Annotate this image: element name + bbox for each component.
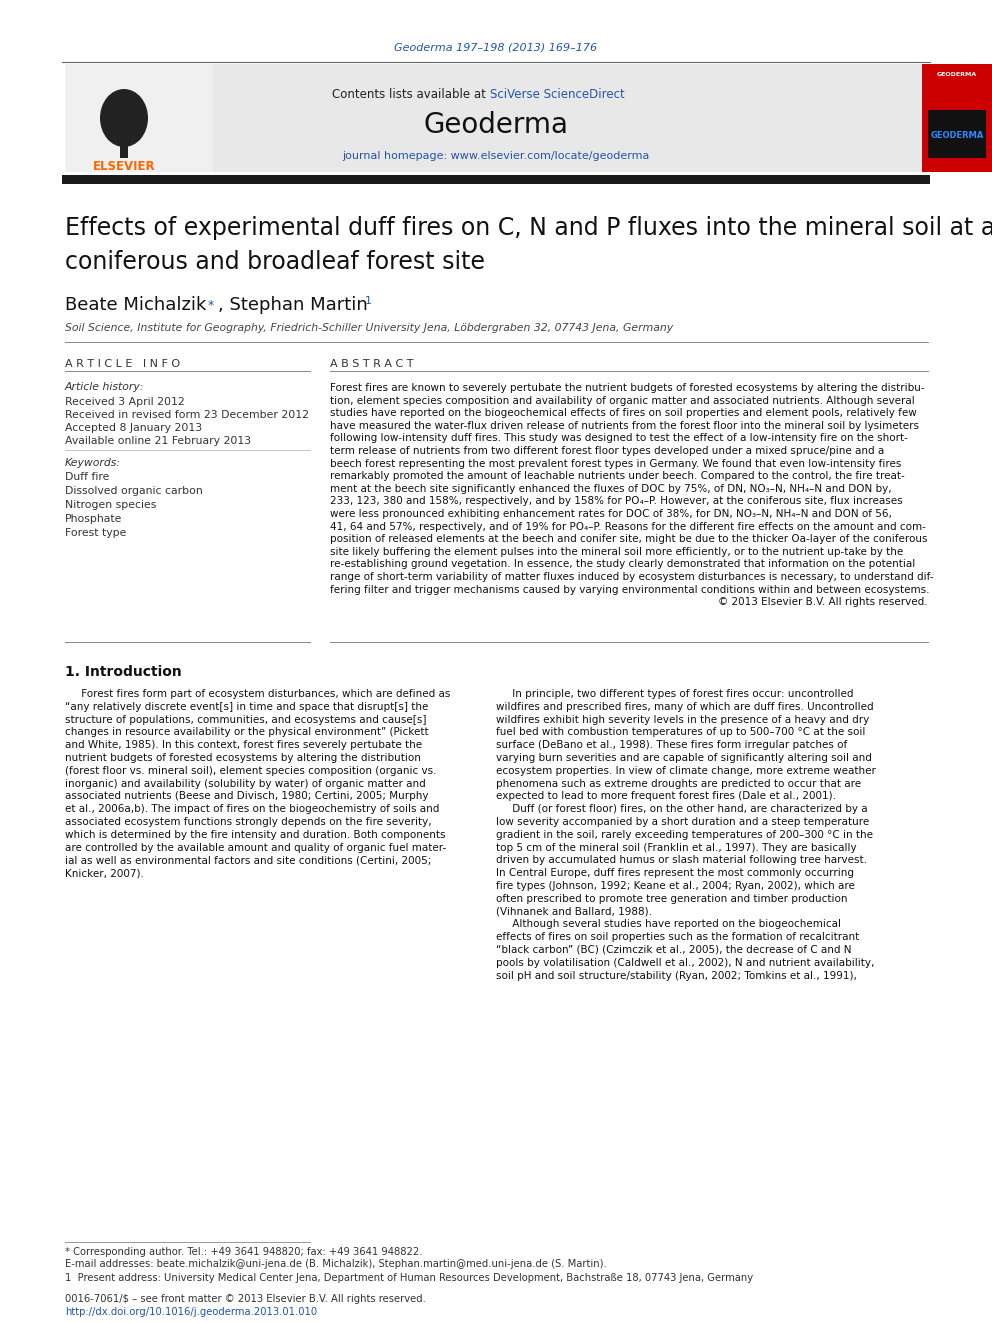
Text: 1. Introduction: 1. Introduction bbox=[65, 665, 182, 679]
Bar bbox=[922, 64, 992, 172]
Text: Soil Science, Institute for Geography, Friedrich-Schiller University Jena, Löbde: Soil Science, Institute for Geography, F… bbox=[65, 323, 674, 333]
Text: Nitrogen species: Nitrogen species bbox=[65, 500, 157, 509]
Text: were less pronounced exhibiting enhancement rates for DOC of 38%, for DN, NO₃–N,: were less pronounced exhibiting enhancem… bbox=[330, 509, 892, 519]
Text: Duff fire: Duff fire bbox=[65, 472, 109, 482]
Text: Article history:: Article history: bbox=[65, 382, 145, 392]
Text: Keywords:: Keywords: bbox=[65, 458, 121, 468]
Text: and White, 1985). In this context, forest fires severely pertubate the: and White, 1985). In this context, fores… bbox=[65, 740, 423, 750]
Text: have measured the water-flux driven release of nutrients from the forest floor i: have measured the water-flux driven rele… bbox=[330, 421, 919, 431]
Text: Forest fires form part of ecosystem disturbances, which are defined as: Forest fires form part of ecosystem dist… bbox=[65, 689, 450, 699]
Text: GEODERMA: GEODERMA bbox=[930, 131, 984, 139]
Text: fering filter and trigger mechanisms caused by varying environmental conditions : fering filter and trigger mechanisms cau… bbox=[330, 585, 930, 594]
Text: (forest floor vs. mineral soil), element species composition (organic vs.: (forest floor vs. mineral soil), element… bbox=[65, 766, 436, 775]
Text: Received 3 April 2012: Received 3 April 2012 bbox=[65, 397, 185, 407]
Text: Phosphate: Phosphate bbox=[65, 515, 122, 524]
Text: journal homepage: www.elsevier.com/locate/geoderma: journal homepage: www.elsevier.com/locat… bbox=[342, 151, 650, 161]
Text: Received in revised form 23 December 2012: Received in revised form 23 December 201… bbox=[65, 410, 309, 419]
Text: * Corresponding author. Tel.: +49 3641 948820; fax: +49 3641 948822.: * Corresponding author. Tel.: +49 3641 9… bbox=[65, 1248, 423, 1257]
Text: ecosystem properties. In view of climate change, more extreme weather: ecosystem properties. In view of climate… bbox=[496, 766, 876, 775]
Text: remarkably promoted the amount of leachable nutrients under beech. Compared to t: remarkably promoted the amount of leacha… bbox=[330, 471, 905, 482]
Text: varying burn severities and are capable of significantly altering soil and: varying burn severities and are capable … bbox=[496, 753, 872, 763]
Text: © 2013 Elsevier B.V. All rights reserved.: © 2013 Elsevier B.V. All rights reserved… bbox=[718, 597, 928, 607]
Text: Dissolved organic carbon: Dissolved organic carbon bbox=[65, 486, 202, 496]
Text: changes in resource availability or the physical environment” (Pickett: changes in resource availability or the … bbox=[65, 728, 429, 737]
Text: position of released elements at the beech and conifer site, might be due to the: position of released elements at the bee… bbox=[330, 534, 928, 544]
Text: Forest type: Forest type bbox=[65, 528, 126, 538]
Text: 1  Present address: University Medical Center Jena, Department of Human Resource: 1 Present address: University Medical Ce… bbox=[65, 1273, 753, 1283]
Text: A R T I C L E   I N F O: A R T I C L E I N F O bbox=[65, 359, 181, 369]
Text: inorganic) and availability (solubility by water) of organic matter and: inorganic) and availability (solubility … bbox=[65, 779, 426, 789]
Text: associated nutrients (Beese and Divisch, 1980; Certini, 2005; Murphy: associated nutrients (Beese and Divisch,… bbox=[65, 791, 429, 802]
Text: which is determined by the fire intensity and duration. Both components: which is determined by the fire intensit… bbox=[65, 830, 445, 840]
Text: In principle, two different types of forest fires occur: uncontrolled: In principle, two different types of for… bbox=[496, 689, 853, 699]
Text: *: * bbox=[208, 299, 214, 311]
Bar bbox=[62, 175, 930, 184]
Text: are controlled by the available amount and quality of organic fuel mater-: are controlled by the available amount a… bbox=[65, 843, 446, 852]
Text: Beate Michalzik: Beate Michalzik bbox=[65, 296, 212, 314]
Text: A B S T R A C T: A B S T R A C T bbox=[330, 359, 414, 369]
Text: driven by accumulated humus or slash material following tree harvest.: driven by accumulated humus or slash mat… bbox=[496, 856, 867, 865]
Bar bbox=[65, 64, 213, 172]
Text: surface (DeBano et al., 1998). These fires form irregular patches of: surface (DeBano et al., 1998). These fir… bbox=[496, 740, 847, 750]
Text: nutrient budgets of forested ecosystems by altering the distribution: nutrient budgets of forested ecosystems … bbox=[65, 753, 421, 763]
Text: wildfires and prescribed fires, many of which are duff fires. Uncontrolled: wildfires and prescribed fires, many of … bbox=[496, 701, 874, 712]
Text: Geoderma: Geoderma bbox=[424, 111, 568, 139]
Text: 0016-7061/$ – see front matter © 2013 Elsevier B.V. All rights reserved.: 0016-7061/$ – see front matter © 2013 El… bbox=[65, 1294, 426, 1304]
Text: 233, 123, 380 and 158%, respectively, and by 158% for PO₄–P. However, at the con: 233, 123, 380 and 158%, respectively, an… bbox=[330, 496, 903, 507]
Text: phenomena such as extreme droughts are predicted to occur that are: phenomena such as extreme droughts are p… bbox=[496, 779, 861, 789]
Text: tion, element species composition and availability of organic matter and associa: tion, element species composition and av… bbox=[330, 396, 915, 406]
Text: SciVerse ScienceDirect: SciVerse ScienceDirect bbox=[490, 89, 625, 102]
Text: soil pH and soil structure/stability (Ryan, 2002; Tomkins et al., 1991),: soil pH and soil structure/stability (Ry… bbox=[496, 971, 857, 980]
Text: Although several studies have reported on the biogeochemical: Although several studies have reported o… bbox=[496, 919, 841, 929]
Bar bbox=[120, 140, 128, 157]
Text: 1: 1 bbox=[365, 296, 372, 306]
Text: In Central Europe, duff fires represent the most commonly occurring: In Central Europe, duff fires represent … bbox=[496, 868, 854, 878]
Text: top 5 cm of the mineral soil (Franklin et al., 1997). They are basically: top 5 cm of the mineral soil (Franklin e… bbox=[496, 843, 857, 852]
Text: pools by volatilisation (Caldwell et al., 2002), N and nutrient availability,: pools by volatilisation (Caldwell et al.… bbox=[496, 958, 874, 968]
Text: low severity accompanied by a short duration and a steep temperature: low severity accompanied by a short dura… bbox=[496, 818, 869, 827]
Text: Effects of experimental duff fires on C, N and P fluxes into the mineral soil at: Effects of experimental duff fires on C,… bbox=[65, 216, 992, 239]
Text: following low-intensity duff fires. This study was designed to test the effect o: following low-intensity duff fires. This… bbox=[330, 434, 908, 443]
Text: 41, 64 and 57%, respectively, and of 19% for PO₄–P. Reasons for the different fi: 41, 64 and 57%, respectively, and of 19%… bbox=[330, 521, 926, 532]
Text: coniferous and broadleaf forest site: coniferous and broadleaf forest site bbox=[65, 250, 485, 274]
Text: et al., 2006a,b). The impact of fires on the biogeochemistry of soils and: et al., 2006a,b). The impact of fires on… bbox=[65, 804, 439, 814]
Text: beech forest representing the most prevalent forest types in Germany. We found t: beech forest representing the most preva… bbox=[330, 459, 902, 468]
Text: Available online 21 February 2013: Available online 21 February 2013 bbox=[65, 437, 251, 446]
Bar bbox=[65, 64, 922, 172]
Text: re-establishing ground vegetation. In essence, the study clearly demonstrated th: re-establishing ground vegetation. In es… bbox=[330, 560, 916, 569]
Text: fuel bed with combustion temperatures of up to 500–700 °C at the soil: fuel bed with combustion temperatures of… bbox=[496, 728, 865, 737]
Text: ment at the beech site significantly enhanced the fluxes of DOC by 75%, of DN, N: ment at the beech site significantly enh… bbox=[330, 484, 892, 493]
Text: associated ecosystem functions strongly depends on the fire severity,: associated ecosystem functions strongly … bbox=[65, 818, 432, 827]
Text: GEODERMA: GEODERMA bbox=[936, 71, 977, 77]
Text: , Stephan Martin: , Stephan Martin bbox=[218, 296, 374, 314]
Text: wildfires exhibit high severity levels in the presence of a heavy and dry: wildfires exhibit high severity levels i… bbox=[496, 714, 869, 725]
Text: structure of populations, communities, and ecosystems and cause[s]: structure of populations, communities, a… bbox=[65, 714, 427, 725]
Text: gradient in the soil, rarely exceeding temperatures of 200–300 °C in the: gradient in the soil, rarely exceeding t… bbox=[496, 830, 873, 840]
Text: effects of fires on soil properties such as the formation of recalcitrant: effects of fires on soil properties such… bbox=[496, 933, 859, 942]
Text: Contents lists available at: Contents lists available at bbox=[332, 89, 490, 102]
Text: Duff (or forest floor) fires, on the other hand, are characterized by a: Duff (or forest floor) fires, on the oth… bbox=[496, 804, 868, 814]
Text: “black carbon” (BC) (Czimczik et al., 2005), the decrease of C and N: “black carbon” (BC) (Czimczik et al., 20… bbox=[496, 945, 851, 955]
Text: term release of nutrients from two different forest floor types developed under : term release of nutrients from two diffe… bbox=[330, 446, 884, 456]
Text: ELSEVIER: ELSEVIER bbox=[92, 160, 156, 172]
Text: studies have reported on the biogeochemical effects of fires on soil properties : studies have reported on the biogeochemi… bbox=[330, 409, 917, 418]
Text: http://dx.doi.org/10.1016/j.geoderma.2013.01.010: http://dx.doi.org/10.1016/j.geoderma.201… bbox=[65, 1307, 317, 1316]
Text: Geoderma 197–198 (2013) 169–176: Geoderma 197–198 (2013) 169–176 bbox=[395, 44, 597, 53]
Text: fire types (Johnson, 1992; Keane et al., 2004; Ryan, 2002), which are: fire types (Johnson, 1992; Keane et al.,… bbox=[496, 881, 855, 890]
Text: Knicker, 2007).: Knicker, 2007). bbox=[65, 868, 144, 878]
Text: Forest fires are known to severely pertubate the nutrient budgets of forested ec: Forest fires are known to severely pertu… bbox=[330, 382, 925, 393]
Text: expected to lead to more frequent forest fires (Dale et al., 2001).: expected to lead to more frequent forest… bbox=[496, 791, 836, 802]
Ellipse shape bbox=[100, 89, 148, 147]
Text: range of short-term variability of matter fluxes induced by ecosystem disturbanc: range of short-term variability of matte… bbox=[330, 572, 933, 582]
Text: (Vihnanek and Ballard, 1988).: (Vihnanek and Ballard, 1988). bbox=[496, 906, 652, 917]
Text: often prescribed to promote tree generation and timber production: often prescribed to promote tree generat… bbox=[496, 894, 847, 904]
Text: Accepted 8 January 2013: Accepted 8 January 2013 bbox=[65, 423, 202, 433]
Text: ial as well as environmental factors and site conditions (Certini, 2005;: ial as well as environmental factors and… bbox=[65, 856, 432, 865]
Text: E-mail addresses: beate.michalzik@uni-jena.de (B. Michalzik), Stephan.martin@med: E-mail addresses: beate.michalzik@uni-je… bbox=[65, 1259, 607, 1269]
Bar bbox=[928, 110, 986, 157]
Text: site likely buffering the element pulses into the mineral soil more efficiently,: site likely buffering the element pulses… bbox=[330, 546, 904, 557]
Text: “any relatively discrete event[s] in time and space that disrupt[s] the: “any relatively discrete event[s] in tim… bbox=[65, 701, 429, 712]
